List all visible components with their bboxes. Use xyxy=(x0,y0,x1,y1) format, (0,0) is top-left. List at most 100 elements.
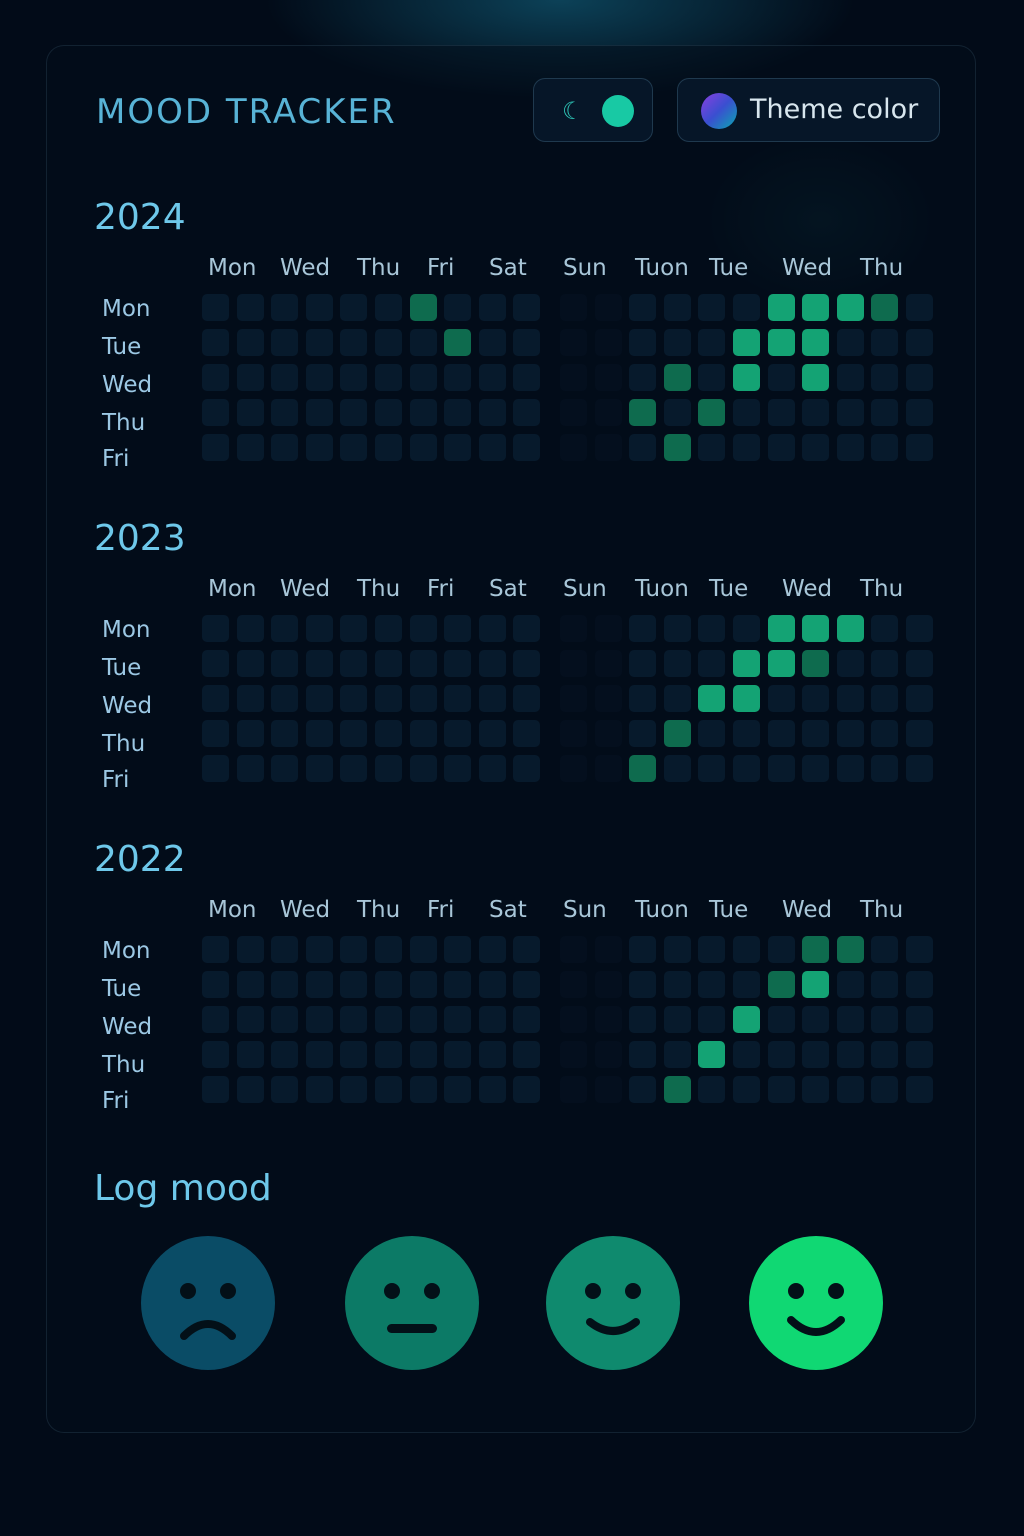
mood-day-cell[interactable] xyxy=(837,434,864,461)
mood-day-cell[interactable] xyxy=(271,615,298,642)
mood-day-cell[interactable] xyxy=(837,971,864,998)
mood-day-cell[interactable] xyxy=(271,1076,298,1103)
mood-day-cell[interactable] xyxy=(410,650,437,677)
mood-day-cell[interactable] xyxy=(768,1041,795,1068)
mood-day-cell[interactable] xyxy=(629,434,656,461)
mood-day-cell[interactable] xyxy=(733,399,760,426)
mood-day-cell[interactable] xyxy=(340,1006,367,1033)
mood-day-cell[interactable] xyxy=(560,936,587,963)
mood-day-cell[interactable] xyxy=(340,1076,367,1103)
mood-day-cell[interactable] xyxy=(444,329,471,356)
mood-day-cell[interactable] xyxy=(202,434,229,461)
mood-day-cell[interactable] xyxy=(802,1006,829,1033)
mood-day-cell[interactable] xyxy=(306,1006,333,1033)
mood-day-cell[interactable] xyxy=(271,936,298,963)
mood-day-cell[interactable] xyxy=(375,936,402,963)
happy-face-button[interactable] xyxy=(749,1236,883,1370)
mood-day-cell[interactable] xyxy=(271,971,298,998)
mood-day-cell[interactable] xyxy=(629,294,656,321)
mood-day-cell[interactable] xyxy=(410,434,437,461)
mood-day-cell[interactable] xyxy=(306,364,333,391)
mood-day-cell[interactable] xyxy=(768,971,795,998)
mood-day-cell[interactable] xyxy=(733,936,760,963)
mood-day-cell[interactable] xyxy=(271,650,298,677)
mood-day-cell[interactable] xyxy=(664,1041,691,1068)
mood-day-cell[interactable] xyxy=(237,971,264,998)
mood-day-cell[interactable] xyxy=(410,971,437,998)
mood-day-cell[interactable] xyxy=(768,1006,795,1033)
mood-day-cell[interactable] xyxy=(664,720,691,747)
mood-day-cell[interactable] xyxy=(837,399,864,426)
mood-day-cell[interactable] xyxy=(444,720,471,747)
mood-day-cell[interactable] xyxy=(560,329,587,356)
mood-day-cell[interactable] xyxy=(202,294,229,321)
mood-day-cell[interactable] xyxy=(513,720,540,747)
mood-day-cell[interactable] xyxy=(664,650,691,677)
mood-day-cell[interactable] xyxy=(837,936,864,963)
mood-day-cell[interactable] xyxy=(595,685,622,712)
mood-day-cell[interactable] xyxy=(202,1076,229,1103)
mood-day-cell[interactable] xyxy=(906,650,933,677)
mood-day-cell[interactable] xyxy=(871,329,898,356)
mood-day-cell[interactable] xyxy=(479,1076,506,1103)
mood-day-cell[interactable] xyxy=(271,720,298,747)
mood-day-cell[interactable] xyxy=(871,1076,898,1103)
mood-day-cell[interactable] xyxy=(306,329,333,356)
mood-day-cell[interactable] xyxy=(340,936,367,963)
mood-day-cell[interactable] xyxy=(202,364,229,391)
mood-day-cell[interactable] xyxy=(629,1006,656,1033)
mood-day-cell[interactable] xyxy=(733,329,760,356)
mood-day-cell[interactable] xyxy=(375,329,402,356)
mood-day-cell[interactable] xyxy=(306,720,333,747)
mood-day-cell[interactable] xyxy=(802,434,829,461)
mood-day-cell[interactable] xyxy=(595,294,622,321)
mood-day-cell[interactable] xyxy=(871,685,898,712)
mood-day-cell[interactable] xyxy=(306,615,333,642)
mood-day-cell[interactable] xyxy=(340,755,367,782)
mood-day-cell[interactable] xyxy=(202,1006,229,1033)
mood-day-cell[interactable] xyxy=(906,1006,933,1033)
mood-day-cell[interactable] xyxy=(871,364,898,391)
mood-day-cell[interactable] xyxy=(410,1041,437,1068)
mood-day-cell[interactable] xyxy=(444,650,471,677)
mood-day-cell[interactable] xyxy=(698,720,725,747)
mood-day-cell[interactable] xyxy=(340,720,367,747)
mood-day-cell[interactable] xyxy=(595,936,622,963)
mood-day-cell[interactable] xyxy=(698,434,725,461)
mood-day-cell[interactable] xyxy=(871,434,898,461)
mood-day-cell[interactable] xyxy=(271,364,298,391)
mood-day-cell[interactable] xyxy=(237,720,264,747)
mood-day-cell[interactable] xyxy=(340,971,367,998)
mood-day-cell[interactable] xyxy=(306,1041,333,1068)
mood-day-cell[interactable] xyxy=(698,1076,725,1103)
mood-day-cell[interactable] xyxy=(595,720,622,747)
mood-day-cell[interactable] xyxy=(629,971,656,998)
mood-day-cell[interactable] xyxy=(375,685,402,712)
mood-day-cell[interactable] xyxy=(664,936,691,963)
mood-day-cell[interactable] xyxy=(444,294,471,321)
mood-day-cell[interactable] xyxy=(837,755,864,782)
mood-day-cell[interactable] xyxy=(375,971,402,998)
mood-day-cell[interactable] xyxy=(237,755,264,782)
mood-day-cell[interactable] xyxy=(768,936,795,963)
mood-day-cell[interactable] xyxy=(271,1041,298,1068)
mood-day-cell[interactable] xyxy=(871,1041,898,1068)
mood-day-cell[interactable] xyxy=(479,364,506,391)
mood-day-cell[interactable] xyxy=(513,294,540,321)
mood-day-cell[interactable] xyxy=(698,1006,725,1033)
mood-day-cell[interactable] xyxy=(733,615,760,642)
mood-day-cell[interactable] xyxy=(733,685,760,712)
mood-day-cell[interactable] xyxy=(906,720,933,747)
mood-day-cell[interactable] xyxy=(444,755,471,782)
mood-day-cell[interactable] xyxy=(513,685,540,712)
mood-day-cell[interactable] xyxy=(871,755,898,782)
mood-day-cell[interactable] xyxy=(871,399,898,426)
mood-day-cell[interactable] xyxy=(698,936,725,963)
mood-day-cell[interactable] xyxy=(698,329,725,356)
mood-day-cell[interactable] xyxy=(802,971,829,998)
mood-day-cell[interactable] xyxy=(629,720,656,747)
mood-day-cell[interactable] xyxy=(698,755,725,782)
mood-day-cell[interactable] xyxy=(802,364,829,391)
mood-day-cell[interactable] xyxy=(802,615,829,642)
mood-day-cell[interactable] xyxy=(237,1076,264,1103)
